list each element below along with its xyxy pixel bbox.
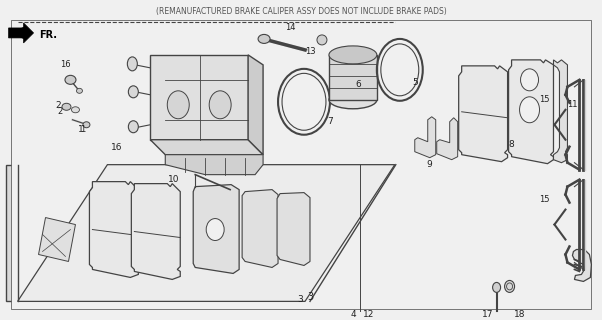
Text: FR.: FR. [40, 30, 58, 40]
Text: 3: 3 [307, 292, 313, 302]
Ellipse shape [504, 280, 515, 292]
Text: 14: 14 [285, 23, 295, 32]
Text: 1: 1 [80, 125, 85, 134]
Text: 2: 2 [58, 107, 63, 116]
Polygon shape [329, 55, 377, 100]
Ellipse shape [317, 35, 327, 45]
Ellipse shape [206, 219, 224, 241]
Text: 8: 8 [509, 140, 515, 149]
Ellipse shape [209, 91, 231, 119]
Text: 10: 10 [167, 175, 179, 184]
Text: 16: 16 [60, 60, 71, 69]
Text: 18: 18 [514, 310, 526, 319]
Polygon shape [248, 55, 263, 155]
Polygon shape [166, 155, 263, 175]
Polygon shape [39, 218, 75, 261]
Polygon shape [573, 250, 591, 281]
Ellipse shape [128, 121, 138, 133]
Polygon shape [415, 117, 436, 158]
Text: 2: 2 [55, 101, 61, 110]
Polygon shape [131, 184, 180, 279]
Ellipse shape [521, 69, 539, 91]
Polygon shape [8, 23, 34, 43]
Polygon shape [17, 22, 395, 165]
Polygon shape [277, 193, 310, 266]
Text: 15: 15 [539, 195, 550, 204]
Ellipse shape [128, 57, 137, 71]
Text: 15: 15 [539, 95, 550, 104]
Polygon shape [553, 60, 568, 163]
Ellipse shape [258, 35, 270, 44]
Polygon shape [150, 140, 263, 155]
Polygon shape [17, 165, 395, 301]
Text: 7: 7 [327, 117, 333, 126]
Ellipse shape [520, 97, 539, 123]
Polygon shape [509, 60, 553, 164]
Polygon shape [436, 118, 458, 160]
Text: 9: 9 [427, 160, 433, 169]
Ellipse shape [128, 86, 138, 98]
Text: 3: 3 [297, 295, 303, 304]
Ellipse shape [72, 107, 79, 113]
Text: (REMANUFACTURED BRAKE CALIPER ASSY DOES NOT INCLUDE BRAKE PADS): (REMANUFACTURED BRAKE CALIPER ASSY DOES … [156, 7, 446, 16]
Text: 17: 17 [482, 310, 494, 319]
Ellipse shape [62, 103, 71, 110]
Polygon shape [242, 190, 278, 268]
Text: 16: 16 [111, 143, 122, 152]
Text: 5: 5 [412, 78, 418, 87]
Text: 13: 13 [305, 47, 315, 56]
Text: 6: 6 [355, 80, 361, 89]
Ellipse shape [329, 46, 377, 64]
Ellipse shape [83, 122, 90, 128]
Text: 1: 1 [78, 125, 83, 134]
Polygon shape [459, 66, 507, 162]
Polygon shape [90, 182, 138, 277]
Ellipse shape [167, 91, 189, 119]
Polygon shape [17, 165, 396, 301]
Ellipse shape [329, 91, 377, 109]
Ellipse shape [76, 88, 82, 93]
Polygon shape [11, 20, 591, 309]
Ellipse shape [492, 283, 501, 292]
Polygon shape [395, 22, 589, 301]
Ellipse shape [65, 75, 76, 84]
Polygon shape [150, 55, 248, 140]
Text: 4: 4 [350, 310, 356, 319]
Polygon shape [193, 185, 239, 274]
Polygon shape [5, 165, 17, 301]
Text: 12: 12 [363, 310, 374, 319]
Text: 11: 11 [567, 100, 578, 109]
